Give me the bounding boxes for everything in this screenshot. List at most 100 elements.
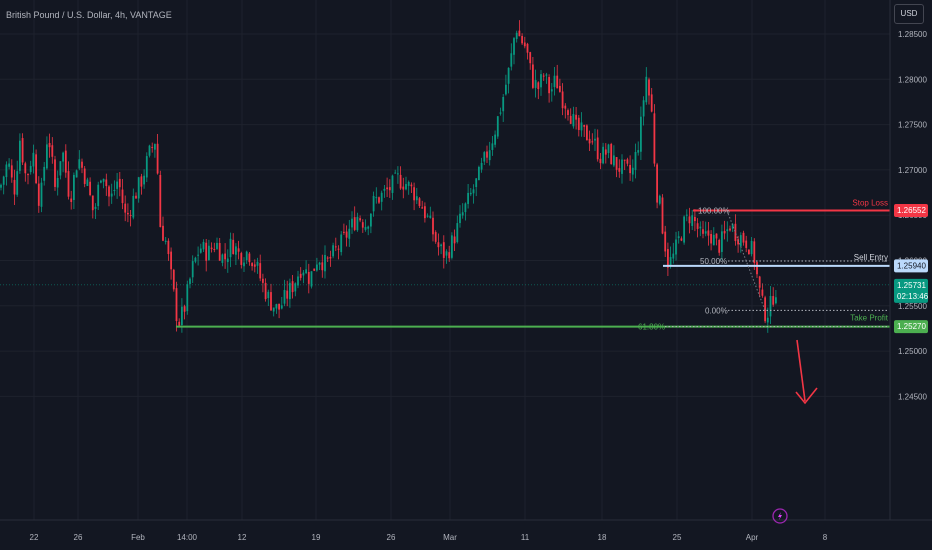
candle-body: [37, 183, 40, 206]
candle-body: [237, 248, 240, 252]
candle-body: [548, 77, 550, 94]
candle-body: [46, 144, 48, 169]
candle-body: [248, 253, 251, 263]
candle-body: [564, 105, 567, 109]
candle-body: [591, 141, 594, 143]
candle-body: [154, 144, 156, 150]
price-tick-label: 1.28000: [898, 75, 927, 84]
candle-body: [472, 189, 475, 194]
candle-body: [694, 216, 696, 222]
candle-body: [467, 192, 469, 204]
candle-body: [124, 203, 127, 213]
candle-body: [56, 177, 59, 188]
candle-body: [621, 159, 623, 174]
candles: [0, 20, 777, 333]
time-tick-label: Mar: [443, 533, 457, 542]
candle-body: [769, 295, 772, 317]
candle-body: [148, 145, 151, 156]
candle-body: [586, 125, 588, 141]
time-tick-label: Feb: [131, 533, 145, 542]
time-tick-label: 26: [74, 533, 83, 542]
price-badges: 1.26552 1.25940 1.25731 02:13:46 1.25270: [894, 203, 929, 334]
candle-body: [64, 150, 67, 173]
candle-body: [24, 163, 27, 174]
time-tick-label: 26: [387, 533, 396, 542]
candle-body: [132, 195, 135, 218]
take-profit-badge-text: 1.25270: [897, 322, 926, 331]
candle-body: [661, 197, 664, 234]
candle-body: [372, 195, 375, 212]
candle-body: [672, 253, 675, 259]
candle-body: [731, 224, 734, 229]
stop-loss-badge-bg: [894, 203, 928, 217]
candle-body: [83, 168, 86, 184]
candle-body: [683, 216, 685, 243]
candle-body: [699, 226, 702, 229]
take-profit-badge: 1.25270: [894, 320, 928, 334]
candle-body: [16, 171, 19, 195]
candle-body: [448, 252, 451, 259]
candle-body: [618, 168, 621, 172]
candle-body: [656, 164, 658, 203]
candle-body: [486, 151, 488, 158]
candle-body: [631, 167, 634, 175]
candle-body: [5, 164, 8, 178]
current-price-badge: 1.25731 02:13:46: [894, 278, 929, 303]
candle-body: [437, 242, 440, 248]
current-price-badge-bg: [894, 278, 928, 303]
candle-body: [707, 230, 710, 236]
candle-body: [723, 230, 726, 234]
candle-body: [202, 241, 205, 250]
candle-body: [356, 216, 359, 231]
currency-button[interactable]: USD: [894, 4, 924, 24]
arrow-head-icon: [795, 387, 818, 405]
candle-body: [480, 162, 483, 170]
candle-body: [40, 182, 43, 207]
candle-body: [59, 161, 62, 176]
candle-body: [718, 239, 721, 253]
candle-body: [745, 240, 748, 248]
candle-body: [19, 140, 21, 171]
time-axis[interactable]: 22 26 Feb 14:00 12 19 26 Mar 11 18 25 Apr 8: [30, 533, 828, 542]
candle-body: [27, 174, 29, 176]
candle-body: [510, 53, 513, 67]
candle-body: [264, 282, 267, 300]
candle-body: [321, 262, 324, 271]
candle-body: [332, 245, 334, 257]
current-price-badge-text: 1.25731: [897, 281, 926, 290]
candle-body: [189, 278, 191, 284]
time-tick-label: 25: [673, 533, 682, 542]
candle-body: [97, 184, 100, 207]
candle-body: [140, 176, 143, 187]
take-profit-badge-bg: [894, 320, 928, 334]
candle-body: [712, 234, 715, 246]
candle-body: [451, 235, 453, 258]
candle-body: [513, 38, 515, 55]
lightning-icon[interactable]: [772, 508, 788, 524]
candle-body: [515, 32, 518, 39]
candle-body: [340, 234, 343, 253]
candle-body: [775, 297, 777, 304]
candle-body: [170, 251, 172, 270]
time-tick-label: 11: [521, 533, 530, 542]
candle-body: [391, 175, 394, 193]
candle-body: [364, 226, 367, 230]
candle-body: [523, 42, 526, 47]
candle-body: [143, 175, 145, 185]
candle-body: [243, 262, 245, 267]
candle-body: [629, 164, 631, 174]
candle-body: [54, 159, 56, 187]
candle-body: [375, 197, 378, 199]
candle-body: [461, 212, 464, 216]
candle-body: [715, 233, 718, 239]
candle-body: [302, 272, 305, 276]
candle-body: [507, 67, 510, 84]
candle-body: [766, 317, 769, 323]
candle-body: [127, 212, 129, 215]
candle-body: [13, 179, 16, 195]
candle-body: [742, 232, 745, 243]
candle-body: [429, 215, 432, 218]
fib-trend-line: [726, 210, 766, 311]
candle-body: [370, 213, 372, 227]
